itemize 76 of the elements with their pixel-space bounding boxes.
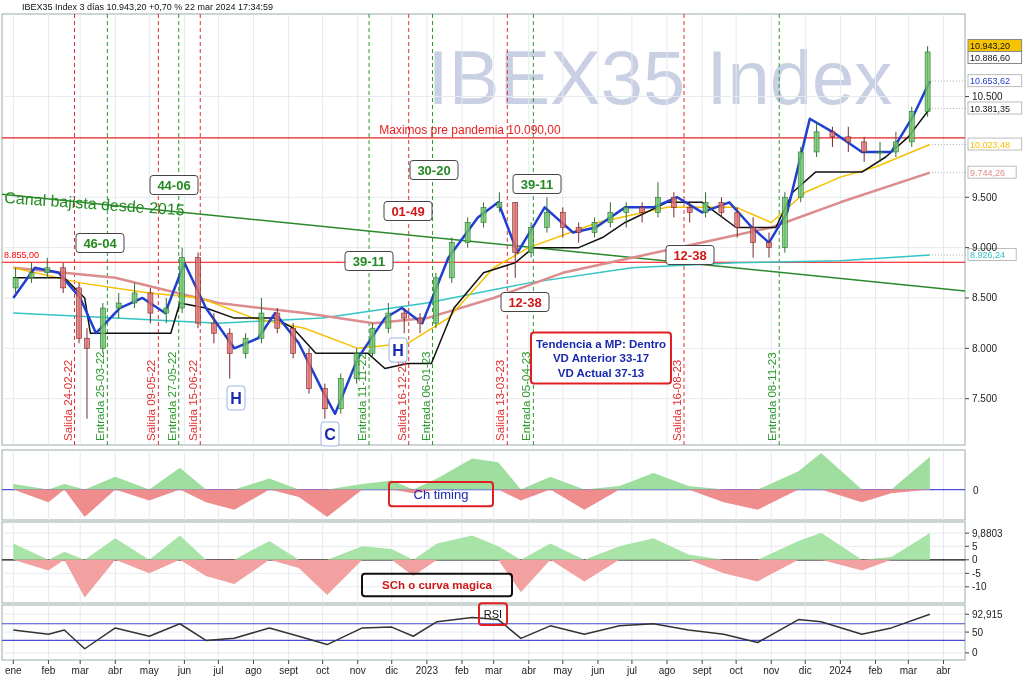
x-tick-label: sept xyxy=(279,665,299,676)
ref-line-label: 8.855,00 xyxy=(4,250,40,261)
annotation: 12-38 xyxy=(508,295,542,310)
y-tick-label: 8.500 xyxy=(972,292,998,304)
ref-line-label: Salida 13-03-23 xyxy=(494,359,507,441)
x-tick-label: dic xyxy=(798,665,812,676)
ref-line-label: Entrada 11-11-22 xyxy=(356,353,369,441)
x-tick-label: jun xyxy=(176,665,192,676)
x-tick-label: feb xyxy=(868,665,883,676)
x-tick-label: oct xyxy=(315,665,330,676)
y-tick-label: 50 xyxy=(972,626,984,638)
x-tick-label: abr xyxy=(108,665,124,676)
ref-line-label: Salida 09-05-22 xyxy=(145,359,158,441)
x-tick-label: may xyxy=(553,665,573,676)
x-tick-label: mar xyxy=(485,665,503,676)
annotation: 39-11 xyxy=(520,177,554,192)
annotation: Tendencia a MP: Dentro VD Anterior 33-17 VD Actual 37-13 xyxy=(535,337,667,379)
x-tick-label: 2024 xyxy=(829,665,852,676)
x-tick-label: nov xyxy=(763,665,780,676)
y-tick-label: -10 xyxy=(972,581,987,593)
data-label: 10.023,48 xyxy=(970,139,1011,150)
ref-line-label: Entrada 27-05-22 xyxy=(165,351,178,441)
x-tick-label: may xyxy=(139,665,159,676)
annotation: SCh o curva magica xyxy=(382,579,493,592)
y-tick-label: 10.500 xyxy=(972,91,1004,103)
x-tick-label: jun xyxy=(590,665,605,676)
text: 10.943,20 xyxy=(970,41,1011,52)
x-tick-label: ene xyxy=(4,665,23,676)
data-label: 9.744,26 xyxy=(970,167,1006,178)
chart-title: IBEX35 Index 3 días 10.943,20 +0,70 % 22 mar 2024 17:34:59 xyxy=(22,2,273,12)
annotation: RSI xyxy=(483,608,503,621)
x-tick-label: nov xyxy=(349,665,366,676)
ref-line-label: Salida 16-12-22 xyxy=(395,359,408,441)
ref-line-label: Entrada 05-04-23 xyxy=(520,351,533,441)
y-tick-label: -5 xyxy=(972,567,982,579)
x-tick-label: ago xyxy=(658,665,676,676)
annotation: 12-38 xyxy=(673,248,707,263)
annotation: 46-04 xyxy=(83,236,118,251)
x-tick-label: sept xyxy=(692,665,712,676)
ref-line-label: Entrada 25-03-22 xyxy=(94,351,107,441)
x-tick-label: mar xyxy=(899,665,918,676)
y-tick-label: 9.500 xyxy=(972,191,998,203)
ref-line-label: Salida 15-06-22 xyxy=(187,359,200,441)
annotation: H xyxy=(392,342,404,359)
y-tick-label: 7.500 xyxy=(972,393,998,405)
ref-line-label: Salida 16-08-23 xyxy=(671,359,684,441)
x-tick-label: feb xyxy=(41,665,56,676)
ref-line-label: Entrada 06-01-23 xyxy=(419,351,432,441)
ref-line-label: Salida 24-02-22 xyxy=(61,359,74,441)
y-tick-label: 0 xyxy=(972,554,978,566)
x-tick-label: 2023 xyxy=(415,665,439,676)
annotation: 01-49 xyxy=(391,204,425,219)
annotation: C xyxy=(324,426,337,443)
x-tick-label: jul xyxy=(212,665,224,676)
annotation: Ch timing xyxy=(413,486,469,502)
x-tick-label: abr xyxy=(521,665,537,676)
x-tick-label: jul xyxy=(625,665,637,676)
data-label: 10.653,62 xyxy=(970,76,1011,87)
ref-line-label: Entrada 08-11-23 xyxy=(766,352,779,441)
annotation: H xyxy=(230,390,242,407)
y-tick-label: 92,915 xyxy=(972,608,1004,620)
x-tick-label: abr xyxy=(936,665,952,676)
y-tick-label: 0 xyxy=(972,647,978,659)
y-tick-label: 8.000 xyxy=(972,342,998,354)
x-tick-label: dic xyxy=(385,665,399,676)
x-tick-label: ago xyxy=(245,665,263,676)
x-tick-label: oct xyxy=(729,665,744,676)
x-tick-label: feb xyxy=(455,665,470,676)
ref-line-label: Maximos pre pandemia 10.090,00 xyxy=(379,122,562,137)
annotation: 39-11 xyxy=(352,254,386,269)
y-tick-label: 9,8803 xyxy=(972,527,1004,539)
text: 10.886,60 xyxy=(970,53,1011,64)
y-tick-label: 5 xyxy=(972,540,978,552)
data-label: 10.381,35 xyxy=(970,103,1011,114)
x-tick-label: mar xyxy=(71,665,90,676)
annotation: 30-20 xyxy=(417,163,451,178)
